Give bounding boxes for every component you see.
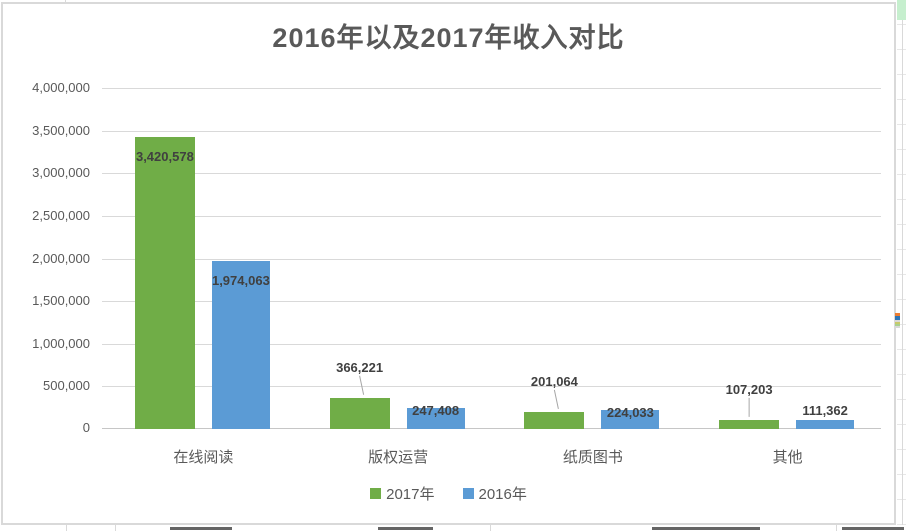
y-axis-tick-label: 4,000,000 <box>32 80 90 95</box>
bar-2017年-纸质图书[interactable] <box>524 411 585 429</box>
data-label-2017年-在线阅读: 3,420,578 <box>135 149 194 165</box>
legend-label: 2017年 <box>386 486 435 503</box>
gridline <box>102 173 881 174</box>
gridline <box>102 216 881 217</box>
chart-legend[interactable]: 2017年 2016年 <box>1 483 896 504</box>
data-label-2016年-版权运营: 247,408 <box>412 402 460 418</box>
gridline <box>102 259 881 260</box>
bar-2016年-其他[interactable] <box>796 419 855 429</box>
clipped-cell-text <box>170 527 232 530</box>
legend-item-2017年[interactable]: 2017年 <box>370 483 435 504</box>
data-label-2017年-版权运营: 366,221 <box>336 359 384 375</box>
sheet-right-strip <box>897 0 906 531</box>
y-axis-tick-label: 1,000,000 <box>32 336 90 351</box>
legend-item-2016年[interactable]: 2016年 <box>462 483 527 504</box>
sheet-cell-border <box>490 525 491 531</box>
y-axis-tick-label: 0 <box>82 420 90 435</box>
sheet-cell-border-top <box>65 0 66 2</box>
data-label-2016年-在线阅读: 1,974,063 <box>211 272 270 288</box>
clipped-cell-text <box>652 527 760 530</box>
x-axis-category-版权运营: 版权运营 <box>368 449 429 466</box>
y-axis-tick-label: 1,500,000 <box>32 293 90 308</box>
sheet-cell-border <box>115 525 116 531</box>
chart-title[interactable]: 2016年以及2017年收入对比 <box>272 23 625 53</box>
bar-2017年-其他[interactable] <box>719 419 780 429</box>
gridline <box>102 88 881 89</box>
sheet-highlighted-cell[interactable] <box>897 0 906 20</box>
plot-area[interactable]: 3,420,578 1,974,063 366,221 247,408 201,064 2… <box>102 88 881 429</box>
legend-label: 2016年 <box>478 486 527 503</box>
bar-2017年-版权运营[interactable] <box>329 397 390 429</box>
x-axis-category-纸质图书: 纸质图书 <box>562 449 623 466</box>
sheet-cell-border <box>66 525 67 531</box>
sheet-column-gridline <box>902 0 903 531</box>
sheet-cell-border <box>836 525 837 531</box>
data-label-2016年-其他: 111,362 <box>802 402 848 418</box>
bar-2016年-版权运营[interactable] <box>406 407 465 429</box>
y-axis-tick-label: 3,500,000 <box>32 123 90 138</box>
bar-2016年-纸质图书[interactable] <box>601 409 660 429</box>
x-axis-category-其他: 其他 <box>772 449 803 466</box>
gridline <box>102 301 881 302</box>
data-label-2016年-纸质图书: 224,033 <box>606 404 654 420</box>
x-axis-category-在线阅读: 在线阅读 <box>173 449 234 466</box>
clipped-cell-text <box>842 527 904 530</box>
x-axis-line <box>102 428 881 429</box>
bar-2016年-在线阅读[interactable] <box>211 260 270 429</box>
y-axis-tick-label: 3,000,000 <box>32 165 90 180</box>
clipped-cell-content-icon <box>895 313 900 328</box>
data-label-2017年-纸质图书: 201,064 <box>530 373 578 389</box>
y-axis-tick-label: 2,000,000 <box>32 251 90 266</box>
gridline <box>102 344 881 345</box>
y-axis-tick-label: 2,500,000 <box>32 208 90 223</box>
y-axis-tick-label: 500,000 <box>43 378 90 393</box>
legend-swatch-icon <box>462 488 474 499</box>
bar-2017年-在线阅读[interactable] <box>134 137 195 429</box>
data-label-2017年-其他: 107,203 <box>725 381 773 397</box>
clipped-cell-text <box>378 527 433 530</box>
sheet-bottom-row <box>0 525 906 531</box>
gridline <box>102 131 881 132</box>
sheet-row-gridlines <box>897 0 906 531</box>
gridline <box>102 386 881 387</box>
legend-swatch-icon <box>370 488 382 499</box>
